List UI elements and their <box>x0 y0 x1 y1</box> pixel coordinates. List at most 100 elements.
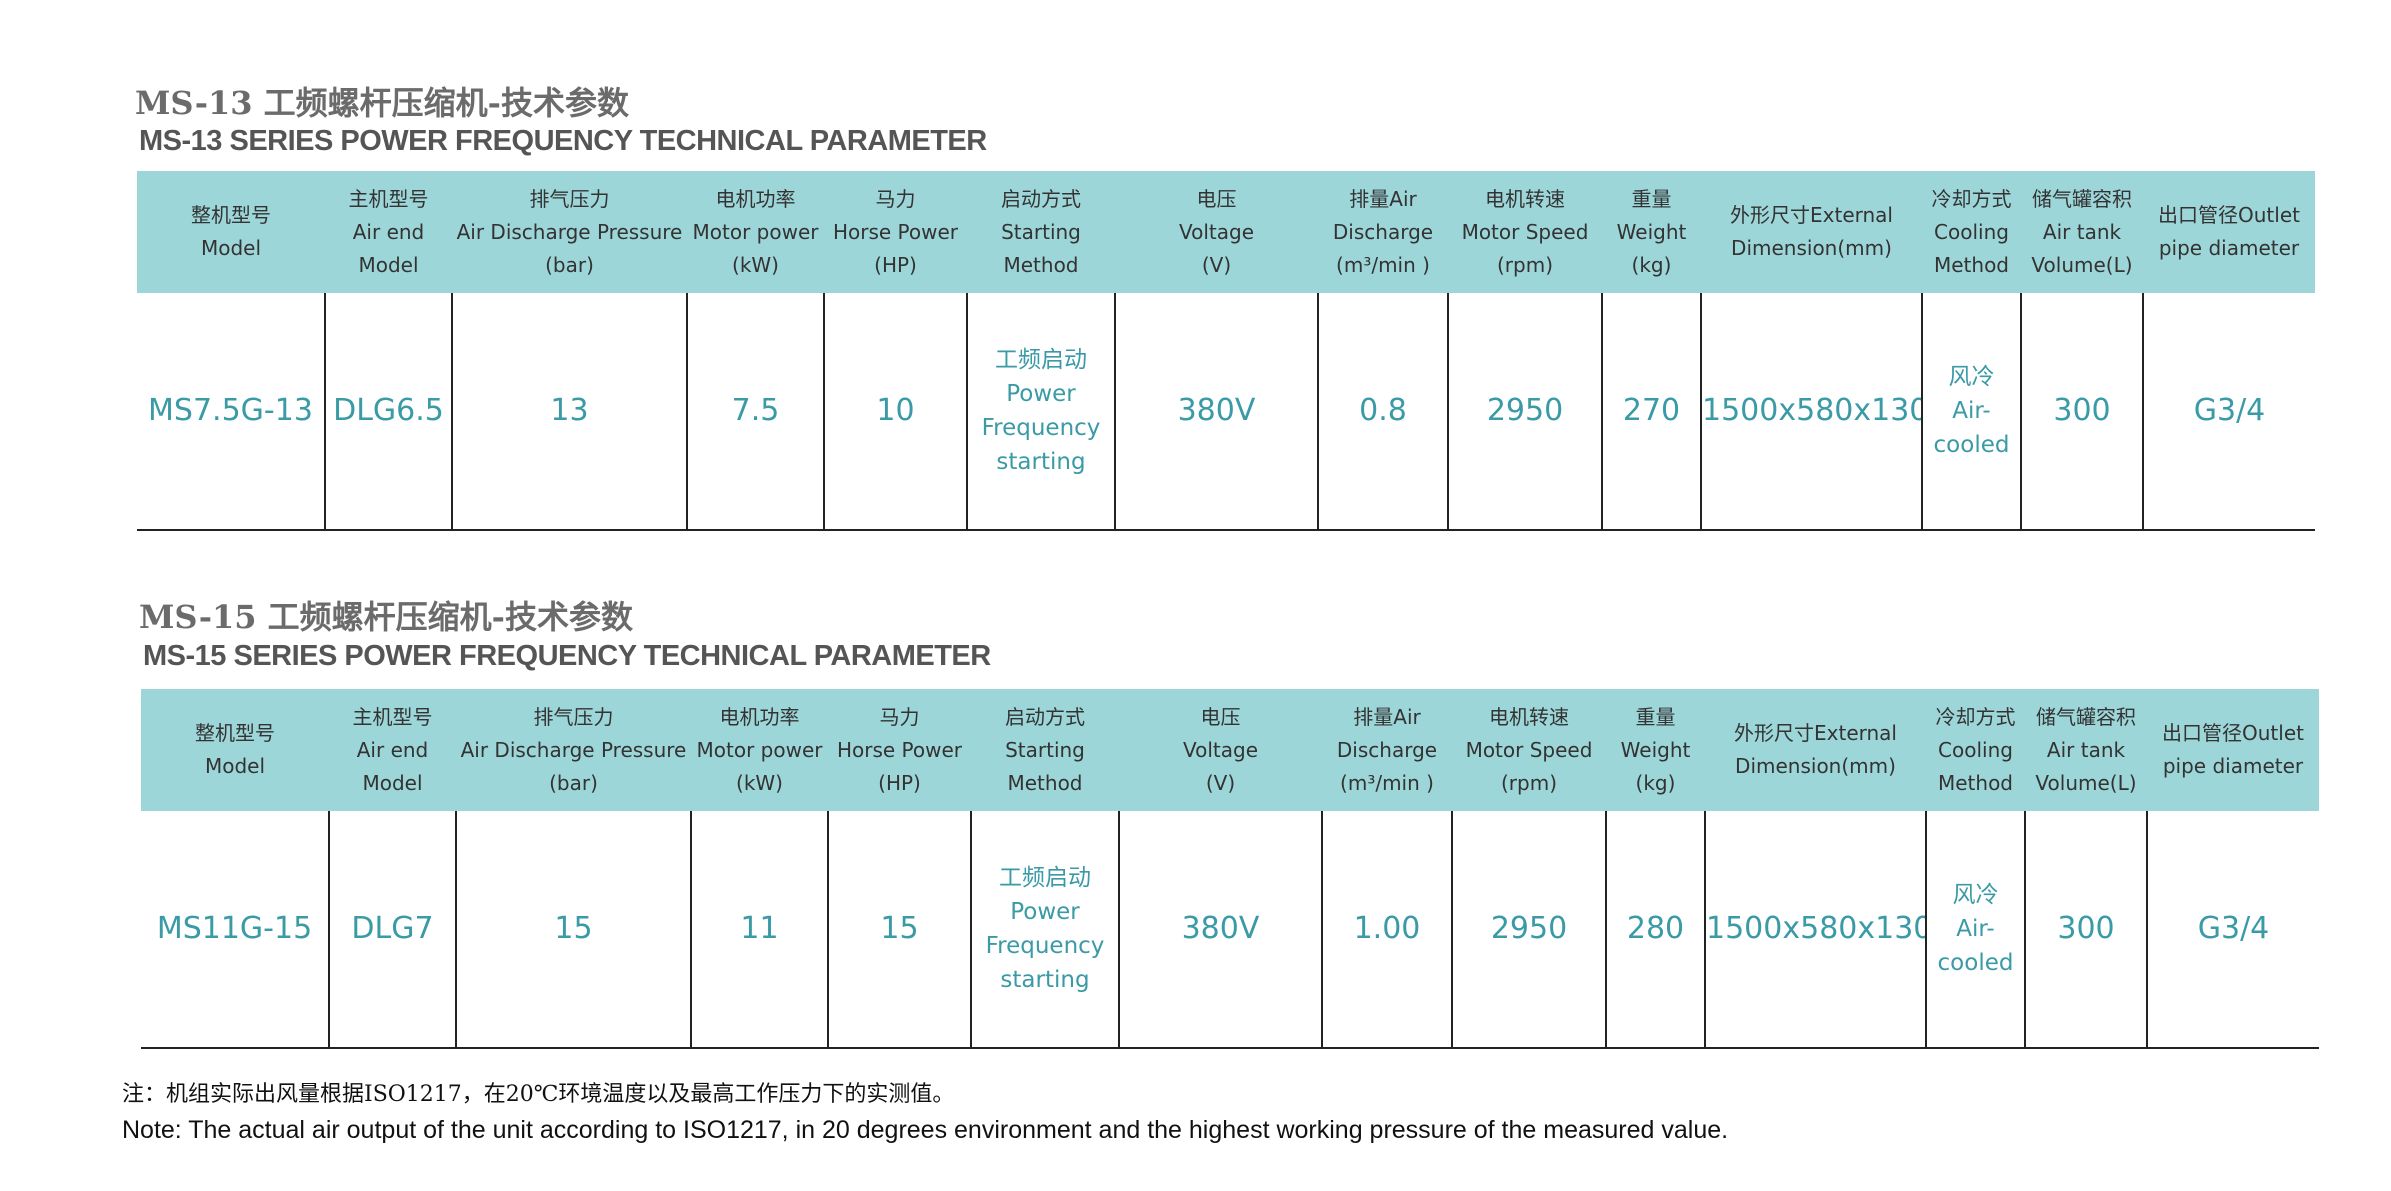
header-cell: 整机型号 Model <box>141 689 329 811</box>
data-cell: 风冷 Air-cooled <box>1925 811 2025 1049</box>
header-cell: 排量Air Discharge (m³/min ) <box>1322 689 1452 811</box>
data-cell: 7.5 <box>686 293 824 531</box>
header-text: Model <box>204 754 266 778</box>
header-cell: 电机功率 Motor power (kW) <box>691 689 828 811</box>
header-text: 外形尺寸External <box>1734 721 1897 745</box>
data-cell: 1.00 <box>1321 811 1452 1049</box>
header-text: (m³/min ) <box>1336 252 1430 277</box>
cell-text: 15 <box>880 911 919 946</box>
header-cell: 电机功率 Motor power (kW) <box>687 171 824 293</box>
header-text: 重量 <box>1635 704 1676 729</box>
data-cell: 风冷 Air-cooled <box>1921 293 2021 531</box>
cell-text: 300 <box>2053 393 2111 428</box>
header-text: 整机型号 <box>195 721 275 745</box>
section-title-en: MS-13 SERIES POWER FREQUENCY TECHNICAL P… <box>139 125 987 157</box>
cell-text: 1.00 <box>1353 911 1421 946</box>
header-text: 电机转速 <box>1485 186 1565 211</box>
header-text: 冷却方式 <box>1935 704 2016 729</box>
header-cell: 整机型号 Model <box>137 171 325 293</box>
header-text: Dimension(mm) <box>1735 754 1896 778</box>
cell-text: 风冷 <box>1948 364 1995 390</box>
header-cell: 主机型号 Air end Model <box>329 689 456 811</box>
header-cell: 重量 Weight (kg) <box>1602 171 1701 293</box>
header-cell: 重量 Weight (kg) <box>1606 689 1705 811</box>
header-text: Discharge <box>1332 219 1434 244</box>
cell-text: 11 <box>740 911 779 946</box>
header-text: 储气罐容积 <box>2032 186 2132 211</box>
header-cell: 启动方式 Starting Method <box>971 689 1119 811</box>
header-text: Cooling <box>1934 219 2009 244</box>
header-text: Dimension(mm) <box>1731 236 1892 260</box>
spec-table: 整机型号 Model 主机型号 Air end Model 排气压力 Air Dischar… <box>137 171 2315 531</box>
header-text: (kW) <box>736 770 783 795</box>
section-title-cn: MS-13 工频螺杆压缩机-技术参数 <box>135 84 629 122</box>
header-text: Weight <box>1620 737 1691 762</box>
header-text: (kg) <box>1631 252 1672 277</box>
cell-text: 工频启动 <box>995 347 1087 373</box>
data-cell: 300 <box>2024 811 2147 1049</box>
data-cell: 2950 <box>1447 293 1602 531</box>
header-text: (V) <box>1201 252 1232 277</box>
data-cell: 2950 <box>1451 811 1606 1049</box>
header-text: Method <box>1933 252 2009 277</box>
cell-text: 13 <box>550 393 589 428</box>
header-text: (HP) <box>874 252 917 277</box>
header-cell: 电压 Voltage (V) <box>1119 689 1322 811</box>
data-cell: 工频启动 Power Frequency starting <box>970 811 1119 1049</box>
header-text: 启动方式 <box>1001 186 1081 211</box>
header-text: 整机型号 <box>191 203 271 227</box>
header-text: 冷却方式 <box>1931 186 2012 211</box>
cell-text: 300 <box>2057 911 2115 946</box>
header-text: Horse Power <box>836 737 963 762</box>
header-text: Method <box>1003 252 1079 277</box>
data-row: MS11G-15 DLG7 15 11 15 工频启动 Power Frequency star… <box>141 811 2319 1049</box>
header-text: 储气罐容积 <box>2036 704 2136 729</box>
header-text: (kg) <box>1635 770 1676 795</box>
cell-text: 280 <box>1626 911 1685 946</box>
data-cell: 10 <box>823 293 967 531</box>
header-text: (bar) <box>549 770 598 795</box>
header-text: Voltage <box>1182 737 1259 762</box>
cell-text: 7.5 <box>731 393 780 428</box>
header-text: (V) <box>1205 770 1236 795</box>
header-text: 排量Air <box>1349 186 1417 211</box>
cell-text: 0.8 <box>1359 393 1407 428</box>
header-cell: 排量Air Discharge (m³/min ) <box>1318 171 1448 293</box>
cell-text: Frequency <box>981 415 1101 441</box>
header-cell: 主机型号 Air end Model <box>325 171 452 293</box>
data-cell: DLG6.5 <box>324 293 452 531</box>
data-cell: 1500x580x1300 <box>1704 811 1926 1049</box>
header-cell: 冷却方式 Cooling Method <box>1922 171 2021 293</box>
cell-text: cooled <box>1933 432 2010 458</box>
header-text: Method <box>1937 770 2013 795</box>
header-text: 电机转速 <box>1489 704 1569 729</box>
header-text: (HP) <box>878 770 921 795</box>
cell-text: Air- <box>1956 916 1995 942</box>
cell-text: 工频启动 <box>999 865 1091 891</box>
spec-table: 整机型号 Model 主机型号 Air end Model 排气压力 Air Dischar… <box>141 689 2319 1049</box>
section-title-en: MS-15 SERIES POWER FREQUENCY TECHNICAL P… <box>143 640 991 672</box>
header-cell: 冷却方式 Cooling Method <box>1926 689 2025 811</box>
header-text: Model <box>362 770 423 795</box>
header-text: Cooling <box>1938 737 2013 762</box>
cell-text: 风冷 <box>1952 882 1999 908</box>
header-text: Air end <box>352 219 425 244</box>
header-text: Horse Power <box>832 219 959 244</box>
cell-text: MS7.5G-13 <box>148 393 313 428</box>
data-cell: 380V <box>1118 811 1322 1049</box>
cell-text: cooled <box>1937 950 2014 976</box>
header-text: Weight <box>1616 219 1687 244</box>
header-text: (m³/min ) <box>1340 770 1434 795</box>
header-cell: 电压 Voltage (V) <box>1115 171 1318 293</box>
header-text: Motor power <box>696 737 823 762</box>
cell-text: 2950 <box>1486 393 1564 428</box>
header-text: (rpm) <box>1496 252 1553 277</box>
header-text: 排量Air <box>1353 704 1421 729</box>
header-text: Air Discharge Pressure <box>456 219 683 244</box>
header-text: pipe diameter <box>2158 236 2300 260</box>
cell-text: 270 <box>1622 393 1681 428</box>
header-text: Air tank <box>2042 219 2122 244</box>
note-en: Note: The actual air output of the unit … <box>122 1116 1729 1144</box>
header-text: Air Discharge Pressure <box>460 737 687 762</box>
